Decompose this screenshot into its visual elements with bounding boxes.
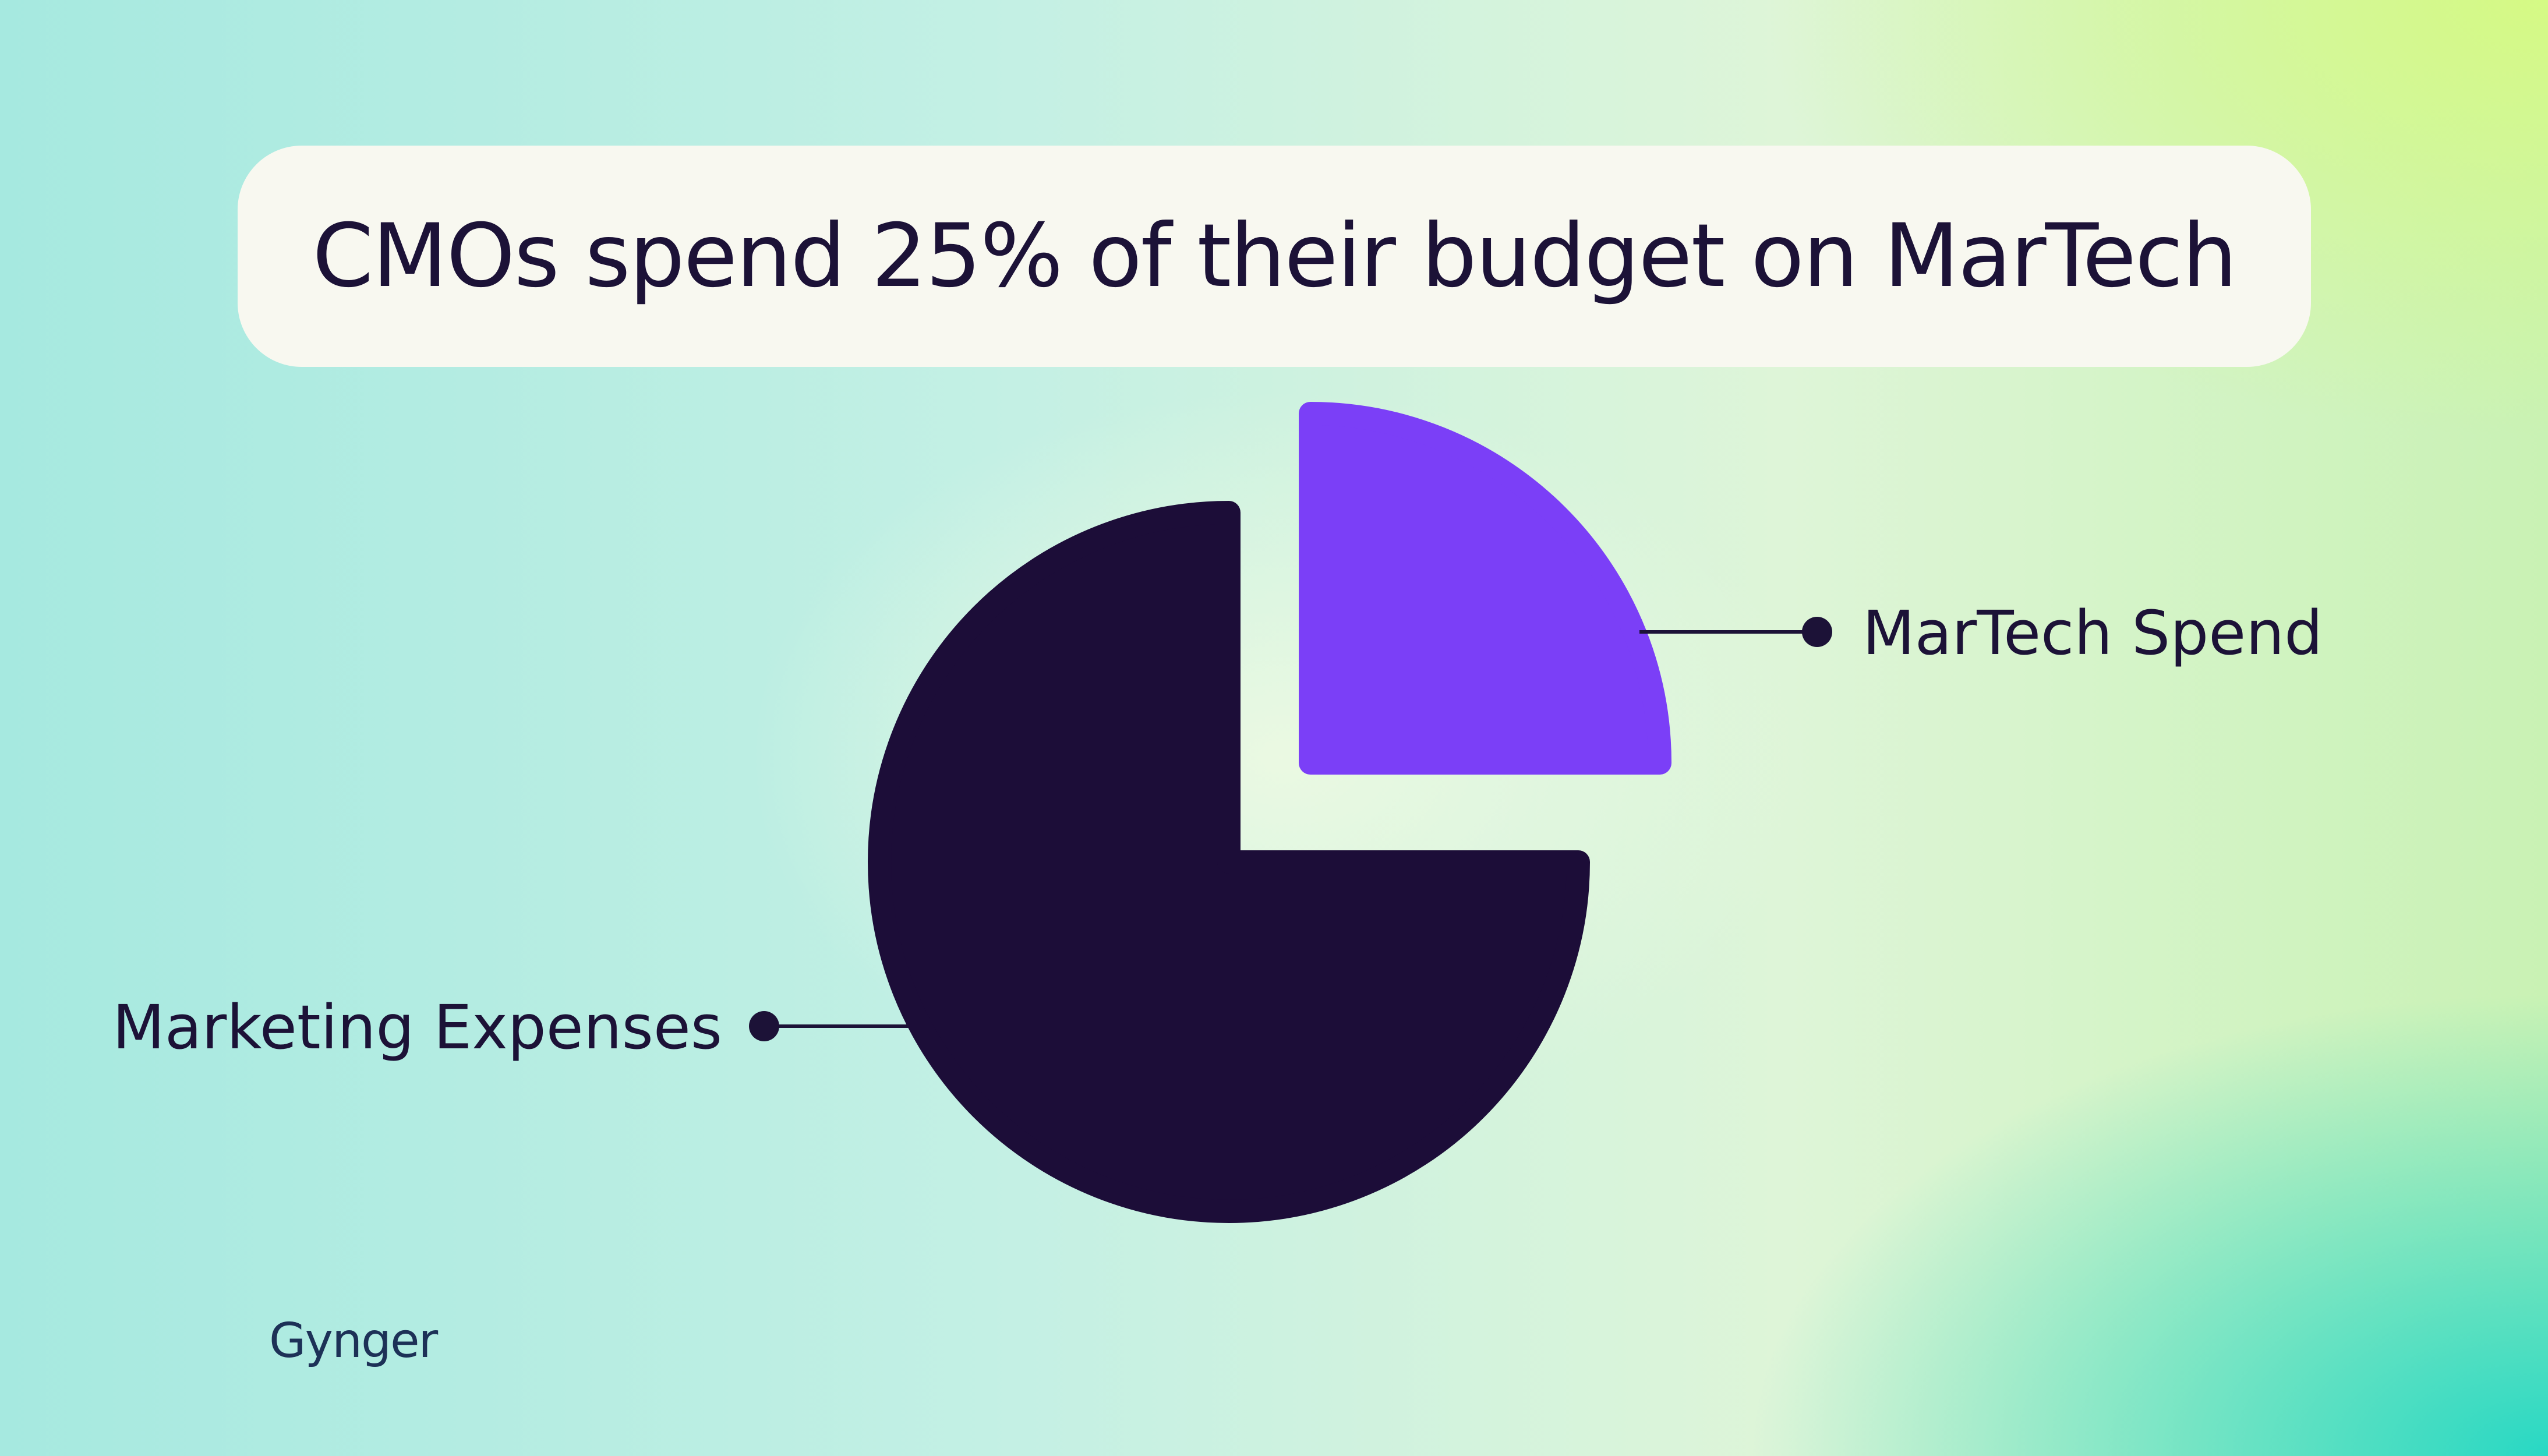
chart-title: CMOs spend 25% of their budget on MarTec…: [312, 206, 2237, 307]
slice-label-martech-spend: MarTech Spend: [1863, 598, 2323, 669]
slice-label-marketing-expenses: Marketing Expenses: [112, 992, 722, 1063]
leader-dot-martech: [1802, 617, 1832, 647]
title-card: CMOs spend 25% of their budget on MarTec…: [238, 146, 2311, 367]
leader-dot-marketing: [749, 1011, 779, 1041]
pie-slice-marketing-expenses: [868, 501, 1590, 1223]
gynger-logo: Gynger: [269, 1313, 438, 1369]
pie-slice-martech-spend: [1299, 402, 1671, 775]
